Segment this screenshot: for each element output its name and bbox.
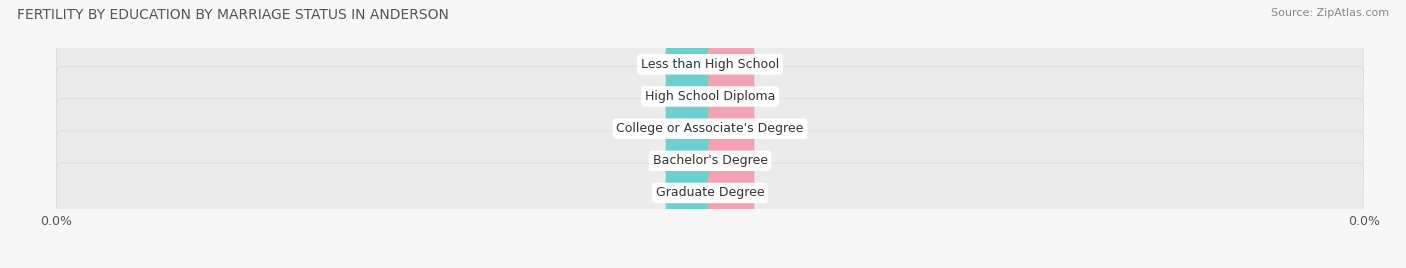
FancyBboxPatch shape xyxy=(709,109,755,148)
Text: 0.0%: 0.0% xyxy=(673,59,704,69)
Text: 0.0%: 0.0% xyxy=(716,124,747,134)
Legend: Married, Unmarried: Married, Unmarried xyxy=(619,263,801,268)
Text: FERTILITY BY EDUCATION BY MARRIAGE STATUS IN ANDERSON: FERTILITY BY EDUCATION BY MARRIAGE STATU… xyxy=(17,8,449,22)
FancyBboxPatch shape xyxy=(56,66,1364,126)
Text: College or Associate's Degree: College or Associate's Degree xyxy=(616,122,804,135)
Text: 0.0%: 0.0% xyxy=(716,156,747,166)
FancyBboxPatch shape xyxy=(709,141,755,180)
Text: 0.0%: 0.0% xyxy=(673,188,704,198)
FancyBboxPatch shape xyxy=(56,163,1364,223)
FancyBboxPatch shape xyxy=(709,45,755,84)
FancyBboxPatch shape xyxy=(665,109,711,148)
Text: 0.0%: 0.0% xyxy=(673,124,704,134)
FancyBboxPatch shape xyxy=(665,141,711,180)
Text: 0.0%: 0.0% xyxy=(673,91,704,102)
FancyBboxPatch shape xyxy=(56,131,1364,191)
FancyBboxPatch shape xyxy=(665,45,711,84)
Text: Source: ZipAtlas.com: Source: ZipAtlas.com xyxy=(1271,8,1389,18)
Text: 0.0%: 0.0% xyxy=(716,59,747,69)
FancyBboxPatch shape xyxy=(709,173,755,213)
Text: 0.0%: 0.0% xyxy=(673,156,704,166)
Text: 0.0%: 0.0% xyxy=(716,91,747,102)
Text: High School Diploma: High School Diploma xyxy=(645,90,775,103)
Text: Graduate Degree: Graduate Degree xyxy=(655,187,765,199)
Text: Less than High School: Less than High School xyxy=(641,58,779,71)
FancyBboxPatch shape xyxy=(709,77,755,116)
Text: 0.0%: 0.0% xyxy=(716,188,747,198)
FancyBboxPatch shape xyxy=(665,173,711,213)
FancyBboxPatch shape xyxy=(56,34,1364,94)
FancyBboxPatch shape xyxy=(56,99,1364,159)
FancyBboxPatch shape xyxy=(665,77,711,116)
Text: Bachelor's Degree: Bachelor's Degree xyxy=(652,154,768,167)
